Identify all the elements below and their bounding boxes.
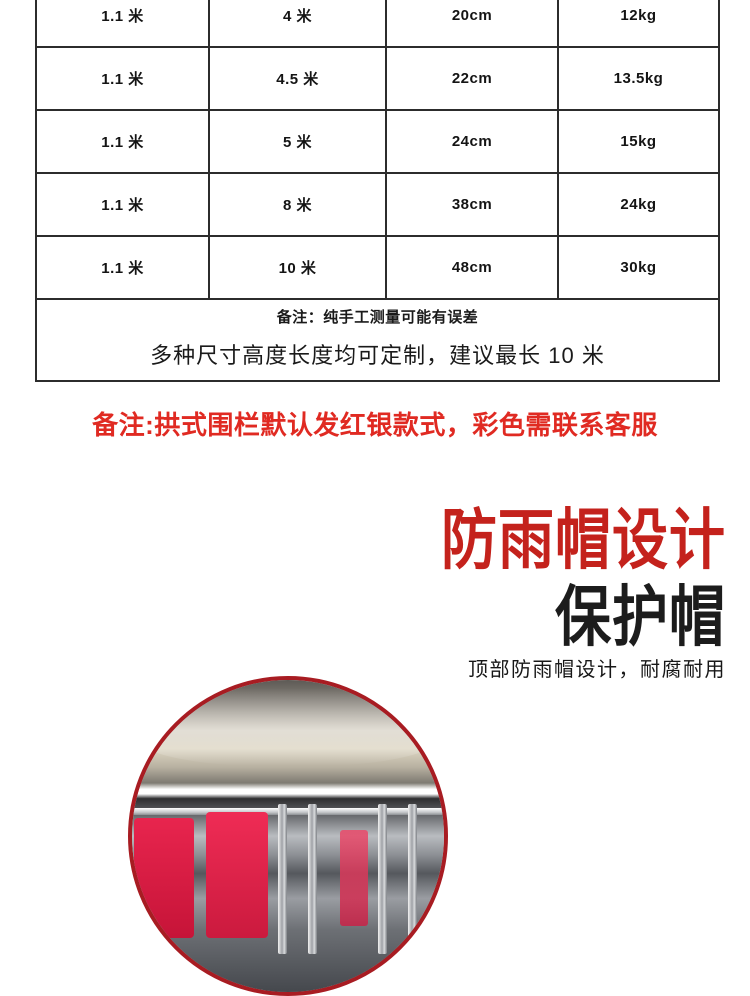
cell-weight: 30kg xyxy=(557,235,720,300)
fence-post xyxy=(408,804,417,954)
table-notes-cell: 备注：纯手工测量可能有误差 多种尺寸高度长度均可定制，建议最长 10 米 xyxy=(35,298,720,382)
cell-width: 48cm xyxy=(385,235,559,300)
cell-length: 8 米 xyxy=(208,172,387,237)
fence-top-rail xyxy=(132,808,444,815)
table-note-measurement: 备注：纯手工测量可能有误差 xyxy=(276,309,479,326)
headline-block: 防雨帽设计 保护帽 xyxy=(441,502,726,650)
table-notes-row: 备注：纯手工测量可能有误差 多种尺寸高度长度均可定制，建议最长 10 米 xyxy=(35,298,720,382)
cell-weight: 12kg xyxy=(557,0,720,48)
cell-length: 4.5 米 xyxy=(208,46,387,111)
rain-cap-highlight xyxy=(132,688,444,766)
cell-weight: 13.5kg xyxy=(557,46,720,111)
cell-height: 1.1 米 xyxy=(35,235,210,300)
table-row: 1.1 米 5 米 24cm 15kg xyxy=(35,109,720,174)
table-row: 1.1 米 4.5 米 22cm 13.5kg xyxy=(35,46,720,111)
cell-height: 1.1 米 xyxy=(35,46,210,111)
red-remark-text: 备注:拱式围栏默认发红银款式，彩色需联系客服 xyxy=(92,410,658,440)
table-row: 1.1 米 8 米 38cm 24kg xyxy=(35,172,720,237)
table-row: 1.1 米 10 米 48cm 30kg xyxy=(35,235,720,300)
cell-width: 38cm xyxy=(385,172,559,237)
table-note-custom-size: 多种尺寸高度长度均可定制，建议最长 10 米 xyxy=(150,343,605,368)
cell-weight: 24kg xyxy=(557,172,720,237)
product-photo-image xyxy=(132,680,444,992)
fence-post xyxy=(278,804,287,954)
headline-secondary: 保护帽 xyxy=(555,579,726,656)
cell-height: 1.1 米 xyxy=(35,172,210,237)
fence-post xyxy=(308,804,317,954)
cell-length: 10 米 xyxy=(208,235,387,300)
fence-post xyxy=(378,804,387,954)
headline-primary: 防雨帽设计 xyxy=(441,502,726,579)
cell-weight: 15kg xyxy=(557,109,720,174)
cell-width: 20cm xyxy=(385,0,559,48)
cell-height: 1.1 米 xyxy=(35,109,210,174)
cell-height: 1.1 米 xyxy=(35,0,210,48)
fence-red-panel xyxy=(134,818,194,938)
fence-red-panel xyxy=(340,830,368,926)
spec-table: 1.1 米 4 米 20cm 12kg 1.1 米 4.5 米 22cm 13.… xyxy=(35,0,720,382)
table-row: 1.1 米 4 米 20cm 12kg xyxy=(35,0,720,48)
fence-red-panel xyxy=(206,812,268,938)
cell-width: 22cm xyxy=(385,46,559,111)
cell-length: 5 米 xyxy=(208,109,387,174)
cell-width: 24cm xyxy=(385,109,559,174)
spec-table-container: 1.1 米 4 米 20cm 12kg 1.1 米 4.5 米 22cm 13.… xyxy=(35,0,720,382)
product-photo-circle xyxy=(128,676,448,996)
headline-subtitle: 顶部防雨帽设计，耐腐耐用 xyxy=(468,659,726,681)
cell-length: 4 米 xyxy=(208,0,387,48)
